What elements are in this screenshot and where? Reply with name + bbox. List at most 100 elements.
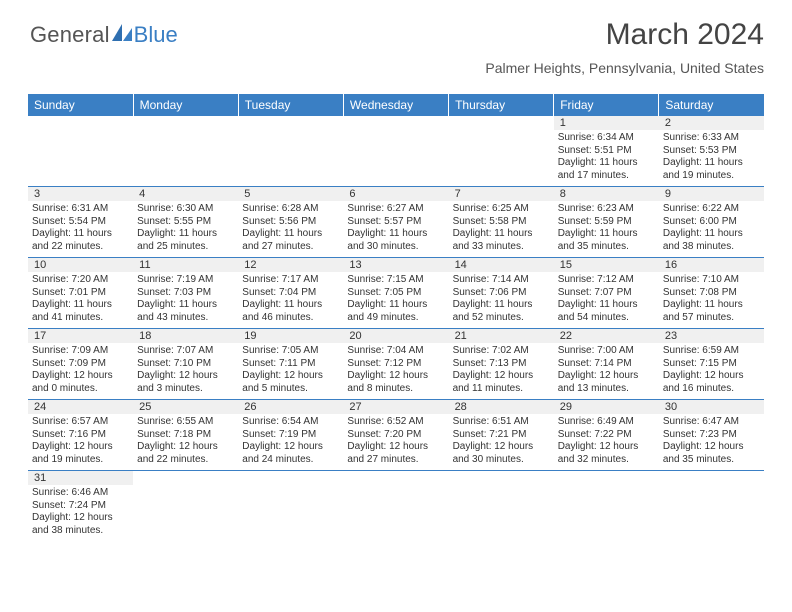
sunrise-text: Sunrise: 6:33 AM	[663, 132, 760, 145]
calendar-day-cell: 5Sunrise: 6:28 AMSunset: 5:56 PMDaylight…	[238, 187, 343, 258]
sunrise-text: Sunrise: 6:59 AM	[663, 345, 760, 358]
day-number: 15	[554, 258, 659, 272]
calendar-day-cell: 28Sunrise: 6:51 AMSunset: 7:21 PMDayligh…	[449, 400, 554, 471]
daylight-text: Daylight: 11 hours and 49 minutes.	[347, 299, 444, 324]
daylight-text: Daylight: 11 hours and 43 minutes.	[137, 299, 234, 324]
page-header: General Blue March 2024 Palmer Heights, …	[0, 0, 792, 86]
daylight-text: Daylight: 11 hours and 19 minutes.	[663, 157, 760, 182]
weekday-header: Tuesday	[238, 94, 343, 116]
sunset-text: Sunset: 5:57 PM	[347, 216, 444, 229]
sunset-text: Sunset: 7:23 PM	[663, 429, 760, 442]
day-number: 28	[449, 400, 554, 414]
day-number: 31	[28, 471, 133, 485]
day-number: 21	[449, 329, 554, 343]
sunset-text: Sunset: 7:06 PM	[453, 287, 550, 300]
sunset-text: Sunset: 7:18 PM	[137, 429, 234, 442]
calendar-week-row: 1Sunrise: 6:34 AMSunset: 5:51 PMDaylight…	[28, 116, 764, 187]
daylight-text: Daylight: 12 hours and 0 minutes.	[32, 370, 129, 395]
sunrise-text: Sunrise: 7:12 AM	[558, 274, 655, 287]
day-number: 12	[238, 258, 343, 272]
sunset-text: Sunset: 7:10 PM	[137, 358, 234, 371]
day-number: 14	[449, 258, 554, 272]
calendar-day-cell: 13Sunrise: 7:15 AMSunset: 7:05 PMDayligh…	[343, 258, 448, 329]
calendar-week-row: 24Sunrise: 6:57 AMSunset: 7:16 PMDayligh…	[28, 400, 764, 471]
sunset-text: Sunset: 5:53 PM	[663, 145, 760, 158]
day-details: Sunrise: 7:20 AMSunset: 7:01 PMDaylight:…	[28, 272, 133, 328]
day-details: Sunrise: 6:59 AMSunset: 7:15 PMDaylight:…	[659, 343, 764, 399]
sunset-text: Sunset: 7:05 PM	[347, 287, 444, 300]
day-number: 6	[343, 187, 448, 201]
sunrise-text: Sunrise: 7:00 AM	[558, 345, 655, 358]
day-number: 10	[28, 258, 133, 272]
daylight-text: Daylight: 12 hours and 30 minutes.	[453, 441, 550, 466]
sunrise-text: Sunrise: 6:30 AM	[137, 203, 234, 216]
sunset-text: Sunset: 7:13 PM	[453, 358, 550, 371]
location-text: Palmer Heights, Pennsylvania, United Sta…	[28, 60, 764, 76]
calendar-day-cell: 8Sunrise: 6:23 AMSunset: 5:59 PMDaylight…	[554, 187, 659, 258]
calendar-day-cell: 24Sunrise: 6:57 AMSunset: 7:16 PMDayligh…	[28, 400, 133, 471]
weekday-header: Monday	[133, 94, 238, 116]
day-details: Sunrise: 6:46 AMSunset: 7:24 PMDaylight:…	[28, 485, 133, 541]
weekday-header: Saturday	[659, 94, 764, 116]
sunrise-text: Sunrise: 7:02 AM	[453, 345, 550, 358]
day-details: Sunrise: 7:09 AMSunset: 7:09 PMDaylight:…	[28, 343, 133, 399]
day-number: 16	[659, 258, 764, 272]
weekday-header: Sunday	[28, 94, 133, 116]
calendar-day-cell: 12Sunrise: 7:17 AMSunset: 7:04 PMDayligh…	[238, 258, 343, 329]
calendar-table: SundayMondayTuesdayWednesdayThursdayFrid…	[28, 94, 764, 541]
day-number: 29	[554, 400, 659, 414]
day-number: 3	[28, 187, 133, 201]
daylight-text: Daylight: 12 hours and 38 minutes.	[32, 512, 129, 537]
sunrise-text: Sunrise: 6:23 AM	[558, 203, 655, 216]
calendar-day-cell: 19Sunrise: 7:05 AMSunset: 7:11 PMDayligh…	[238, 329, 343, 400]
sunrise-text: Sunrise: 6:47 AM	[663, 416, 760, 429]
day-details: Sunrise: 7:07 AMSunset: 7:10 PMDaylight:…	[133, 343, 238, 399]
daylight-text: Daylight: 11 hours and 17 minutes.	[558, 157, 655, 182]
calendar-day-cell	[238, 471, 343, 542]
sunset-text: Sunset: 7:20 PM	[347, 429, 444, 442]
sunset-text: Sunset: 5:55 PM	[137, 216, 234, 229]
daylight-text: Daylight: 12 hours and 19 minutes.	[32, 441, 129, 466]
sunset-text: Sunset: 5:54 PM	[32, 216, 129, 229]
sunset-text: Sunset: 5:56 PM	[242, 216, 339, 229]
daylight-text: Daylight: 11 hours and 22 minutes.	[32, 228, 129, 253]
calendar-day-cell: 7Sunrise: 6:25 AMSunset: 5:58 PMDaylight…	[449, 187, 554, 258]
sunset-text: Sunset: 5:59 PM	[558, 216, 655, 229]
calendar-day-cell: 18Sunrise: 7:07 AMSunset: 7:10 PMDayligh…	[133, 329, 238, 400]
calendar-day-cell: 15Sunrise: 7:12 AMSunset: 7:07 PMDayligh…	[554, 258, 659, 329]
day-number: 17	[28, 329, 133, 343]
sunrise-text: Sunrise: 6:52 AM	[347, 416, 444, 429]
day-number: 2	[659, 116, 764, 130]
calendar-day-cell: 23Sunrise: 6:59 AMSunset: 7:15 PMDayligh…	[659, 329, 764, 400]
daylight-text: Daylight: 11 hours and 25 minutes.	[137, 228, 234, 253]
day-details: Sunrise: 6:33 AMSunset: 5:53 PMDaylight:…	[659, 130, 764, 186]
day-details: Sunrise: 7:00 AMSunset: 7:14 PMDaylight:…	[554, 343, 659, 399]
calendar-day-cell	[133, 471, 238, 542]
daylight-text: Daylight: 11 hours and 46 minutes.	[242, 299, 339, 324]
day-details: Sunrise: 6:27 AMSunset: 5:57 PMDaylight:…	[343, 201, 448, 257]
calendar-day-cell: 25Sunrise: 6:55 AMSunset: 7:18 PMDayligh…	[133, 400, 238, 471]
calendar-day-cell: 21Sunrise: 7:02 AMSunset: 7:13 PMDayligh…	[449, 329, 554, 400]
daylight-text: Daylight: 11 hours and 30 minutes.	[347, 228, 444, 253]
day-number: 5	[238, 187, 343, 201]
day-number: 30	[659, 400, 764, 414]
day-number: 26	[238, 400, 343, 414]
sunset-text: Sunset: 7:12 PM	[347, 358, 444, 371]
day-details: Sunrise: 6:34 AMSunset: 5:51 PMDaylight:…	[554, 130, 659, 186]
calendar-day-cell: 17Sunrise: 7:09 AMSunset: 7:09 PMDayligh…	[28, 329, 133, 400]
day-details: Sunrise: 7:17 AMSunset: 7:04 PMDaylight:…	[238, 272, 343, 328]
sunset-text: Sunset: 7:01 PM	[32, 287, 129, 300]
sunrise-text: Sunrise: 6:51 AM	[453, 416, 550, 429]
calendar-day-cell	[449, 471, 554, 542]
day-number: 11	[133, 258, 238, 272]
calendar-day-cell: 1Sunrise: 6:34 AMSunset: 5:51 PMDaylight…	[554, 116, 659, 187]
daylight-text: Daylight: 12 hours and 3 minutes.	[137, 370, 234, 395]
sunset-text: Sunset: 6:00 PM	[663, 216, 760, 229]
calendar-day-cell: 3Sunrise: 6:31 AMSunset: 5:54 PMDaylight…	[28, 187, 133, 258]
sunset-text: Sunset: 5:51 PM	[558, 145, 655, 158]
day-details: Sunrise: 6:28 AMSunset: 5:56 PMDaylight:…	[238, 201, 343, 257]
day-details: Sunrise: 7:02 AMSunset: 7:13 PMDaylight:…	[449, 343, 554, 399]
sunrise-text: Sunrise: 6:46 AM	[32, 487, 129, 500]
sunrise-text: Sunrise: 6:34 AM	[558, 132, 655, 145]
calendar-day-cell	[449, 116, 554, 187]
